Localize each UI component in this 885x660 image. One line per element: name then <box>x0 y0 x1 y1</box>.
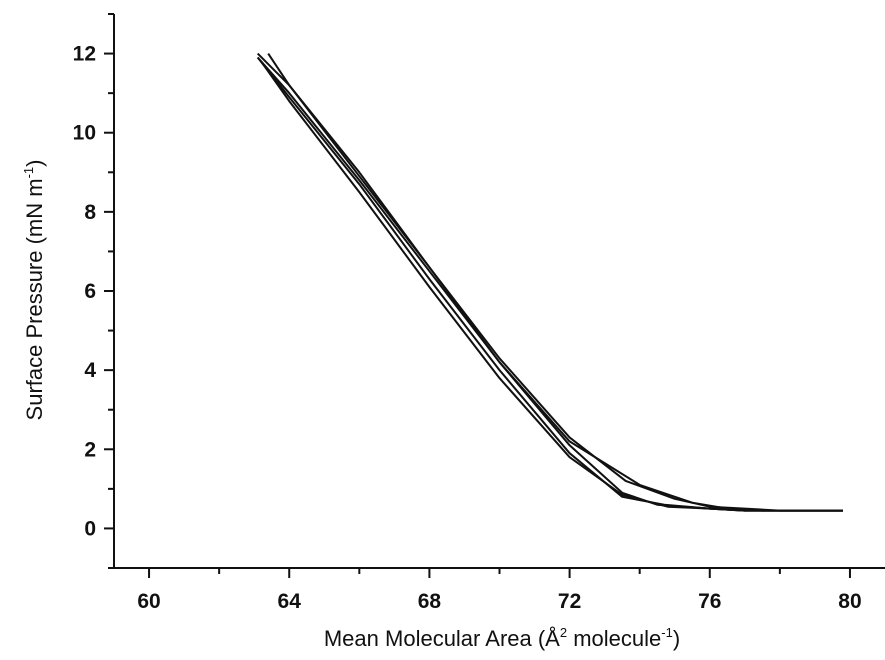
y-tick-label: 2 <box>84 438 96 461</box>
series-line-1 <box>256 52 843 512</box>
x-tick-label: 60 <box>137 590 160 613</box>
x-tick-label: 72 <box>558 590 581 613</box>
x-tick-label: 64 <box>278 590 302 613</box>
series-line-5 <box>256 56 843 512</box>
y-tick-label: 6 <box>84 280 96 303</box>
series-line-2 <box>256 56 843 512</box>
x-tick-label: 80 <box>838 590 861 613</box>
y-axis-title: Surface Pressure (mN m-1) <box>21 160 47 421</box>
x-axis-title: Mean Molecular Area (Å2 molecule-1) <box>324 625 680 651</box>
series-line-3 <box>260 60 843 512</box>
axes <box>113 14 885 569</box>
x-tick-label: 68 <box>418 590 442 613</box>
y-tick-label: 4 <box>84 359 96 382</box>
series-lines <box>256 52 843 512</box>
ticks <box>104 13 851 578</box>
y-tick-label: 12 <box>73 43 96 66</box>
y-tick-label: 0 <box>84 517 96 540</box>
y-tick-label: 8 <box>84 201 96 224</box>
y-tick-label: 10 <box>73 122 96 145</box>
x-tick-label: 76 <box>698 590 721 613</box>
